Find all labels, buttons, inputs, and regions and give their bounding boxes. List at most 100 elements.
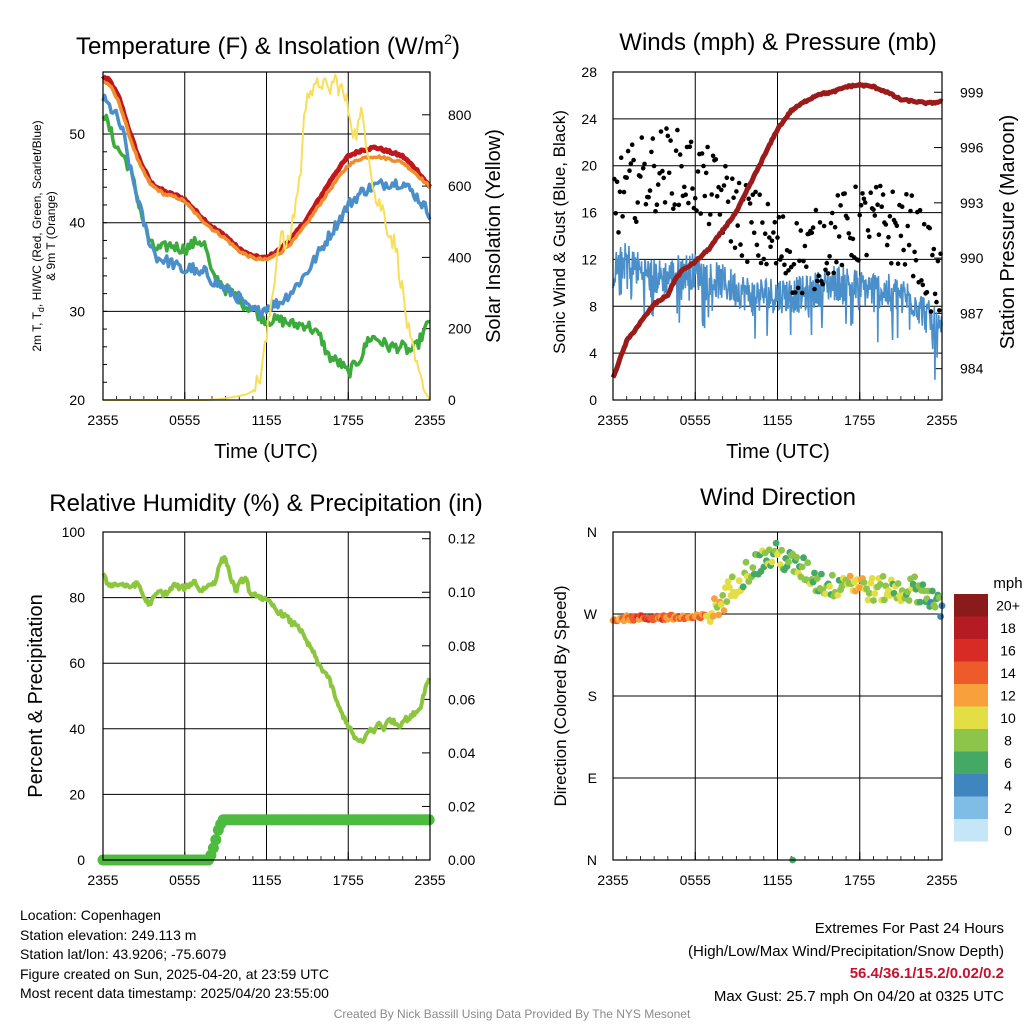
wind-gust-point [739,253,745,258]
figure-created: Figure created on Sun, 2025-04-20, at 23… [20,965,329,982]
dir-point [856,584,864,592]
wind-gust-point [871,207,876,212]
wind-gust-point [672,202,677,207]
rh-ytick-label: 40 [69,721,85,737]
wind-gust-point [708,212,713,217]
wind-gust-point [924,289,930,295]
wind-gust-point [616,230,621,235]
wind-gust-point [883,222,889,227]
temp-title: Temperature (F) & Insolation (W/m2) [76,31,460,60]
wind-gust-point [860,191,865,196]
wind-gust-point [876,232,882,237]
wind-ytick-label: 4 [589,345,597,361]
wind-gust-point [767,235,772,240]
wind-gust-point [886,234,891,240]
wind-gust-point [714,194,720,199]
wind-gust-point [909,193,915,198]
wind-y2tick-label: 993 [960,195,984,211]
wind-gust-point [643,201,649,207]
wind-gust-point [761,256,767,262]
dir-point [717,601,725,608]
wind-gust-point [725,199,731,204]
rh-series-humidity [101,555,432,744]
dir-title: Wind Direction [700,484,856,511]
wind-gust-point [901,247,906,253]
dir-ytick-label: W [584,606,598,622]
extremes-box: Extremes For Past 24 Hours (High/Low/Max… [688,918,1004,1008]
wind-y2tick-label: 990 [960,250,984,266]
dir-point [818,570,825,578]
wind-gust-point [614,179,620,185]
wind-gust-point [665,133,671,139]
temp-xtick-label: 1155 [251,412,281,428]
wind-title: Winds (mph) & Pressure (mb) [619,29,936,56]
rh-ytick-label: 0 [77,852,85,868]
wind-ytick-label: 16 [581,205,597,221]
dir-point [728,573,736,581]
wind-gust-point [651,163,657,169]
temp-y2tick-label: 200 [448,321,472,337]
wind-gust-point [735,223,740,228]
wind-ytick-label: 8 [589,298,597,314]
wind-gust-point [728,239,734,244]
dir-legend-swatch [954,729,988,752]
dir-ytick-label: N [587,852,597,868]
rh-ytick-label: 20 [69,786,85,802]
wind-gust-point [825,271,831,276]
wind-gust-point [676,202,682,208]
wind-gust-point [717,212,723,217]
wind-gust-point [928,309,934,314]
dir-legend-label: 6 [1004,755,1012,771]
wind-gust-point [639,135,645,140]
wind-ytick-label: 0 [589,392,597,408]
dir-point [905,597,913,604]
wind-gust-point [698,211,703,216]
dir-point [860,579,868,586]
rh-y2tick-label: 0.12 [448,531,475,547]
wind-gust-point [919,278,924,283]
wind-gust-point [677,152,683,157]
max-gust: Max Gust: 25.7 mph On 04/20 at 0325 UTC [713,987,1004,1005]
wind-gust-point [686,200,691,206]
dir-legend-label: 8 [1004,732,1012,748]
wind-gust-point [875,202,880,207]
wind-gust-point [794,221,799,226]
wind-series-sonic [612,243,943,380]
temp-xtick-label: 2355 [414,412,445,428]
station-info: Location: Copenhagen Station elevation: … [20,906,329,1004]
temp-series-orange [102,79,432,262]
dir-point [911,573,918,581]
wind-gust-point [934,299,939,305]
wind-gust-point [908,208,913,214]
wind-gust-point [838,203,843,208]
wind-gust-point [617,189,623,195]
dir-point [881,596,888,604]
wind-gust-point [647,188,653,193]
dir-legend-label: 12 [1000,687,1016,703]
wind-gust-point [823,267,828,273]
wind-gust-point [666,170,672,176]
dir-legend-swatch [954,819,988,842]
dir-point [846,572,854,580]
dir-legend-label: 20+ [996,597,1020,613]
dir-xtick-label: 1755 [844,872,875,888]
dir-point [768,558,776,566]
wind-gust-point [895,261,901,267]
wind-gust-point [760,220,765,225]
wind-gust-point [621,189,627,195]
dir-legend-label: 16 [1000,642,1016,658]
wind-gust-point [812,286,817,292]
wind-gust-point [764,261,769,267]
dir-ylabel: Direction (Colored By Speed) [551,585,570,806]
wind-gust-point [646,194,651,200]
dir-xtick-label: 2355 [926,872,957,888]
wind-gust-point [878,183,883,189]
wind-gust-point [702,193,708,199]
dir-xtick-label: 2355 [597,872,628,888]
wind-gust-point [706,221,712,227]
temp-y2tick-label: 400 [448,249,472,265]
rh-y2tick-label: 0.04 [448,745,475,761]
dir-legend-label: 2 [1004,800,1012,816]
temp-xtick-label: 0555 [169,412,200,428]
wind-gust-point [920,282,926,288]
